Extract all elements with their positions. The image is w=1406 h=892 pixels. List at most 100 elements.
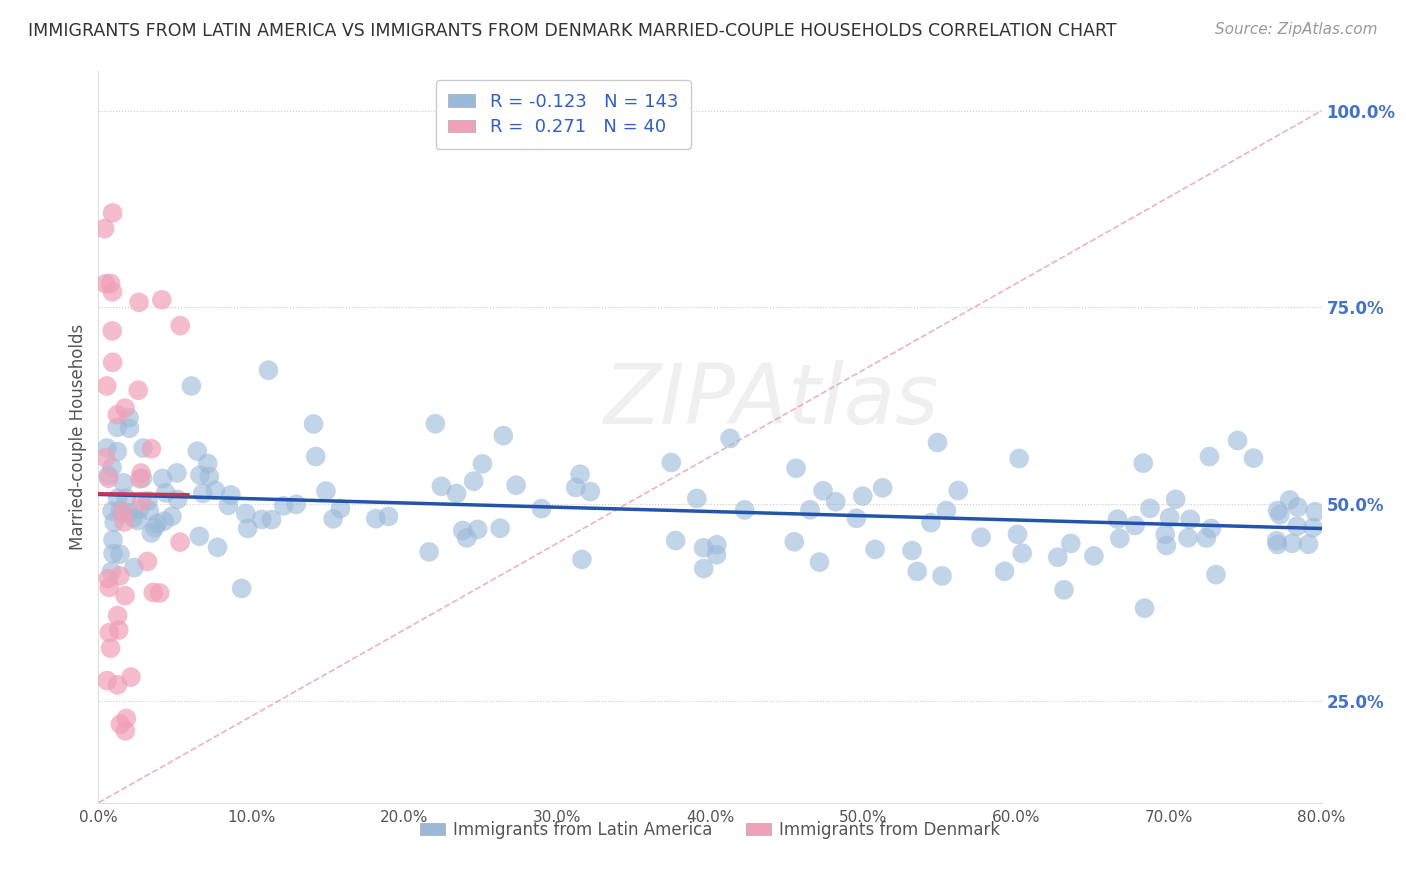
Point xyxy=(96,441,118,455)
Point xyxy=(852,489,875,503)
Point xyxy=(273,499,295,513)
Point xyxy=(136,493,159,508)
Point xyxy=(111,507,134,521)
Point xyxy=(127,514,149,528)
Point xyxy=(1164,492,1187,507)
Text: Source: ZipAtlas.com: Source: ZipAtlas.com xyxy=(1215,22,1378,37)
Point xyxy=(100,565,122,579)
Point xyxy=(152,471,174,485)
Point xyxy=(463,474,485,488)
Point xyxy=(107,491,129,506)
Point xyxy=(98,581,121,595)
Point xyxy=(197,457,219,471)
Point xyxy=(160,509,183,524)
Point xyxy=(1201,521,1223,535)
Point xyxy=(665,533,688,548)
Point xyxy=(93,221,115,235)
Point xyxy=(149,586,172,600)
Point xyxy=(1008,451,1031,466)
Point xyxy=(377,509,399,524)
Point xyxy=(101,460,124,475)
Point xyxy=(136,554,159,568)
Point xyxy=(128,295,150,310)
Point xyxy=(471,457,494,471)
Point xyxy=(530,501,553,516)
Point xyxy=(186,444,208,458)
Point xyxy=(105,444,128,458)
Point xyxy=(1154,527,1177,541)
Point xyxy=(1060,536,1083,550)
Point xyxy=(110,717,132,731)
Point xyxy=(101,285,124,299)
Point xyxy=(1267,503,1289,517)
Point xyxy=(131,471,153,485)
Point xyxy=(1053,582,1076,597)
Point xyxy=(302,417,325,431)
Point xyxy=(322,512,344,526)
Point xyxy=(169,535,191,549)
Point xyxy=(946,483,969,498)
Point xyxy=(1011,546,1033,560)
Point xyxy=(505,478,527,492)
Point xyxy=(219,488,242,502)
Point xyxy=(811,483,834,498)
Point xyxy=(236,521,259,535)
Point xyxy=(138,503,160,517)
Point xyxy=(706,548,728,562)
Point xyxy=(235,507,257,521)
Point xyxy=(101,504,124,518)
Point xyxy=(115,491,138,505)
Point xyxy=(1285,519,1308,533)
Point xyxy=(108,569,131,583)
Point xyxy=(565,480,588,494)
Point xyxy=(231,582,253,596)
Point xyxy=(785,461,807,475)
Point xyxy=(315,483,337,498)
Point xyxy=(96,673,118,688)
Point xyxy=(799,503,821,517)
Point xyxy=(492,428,515,442)
Point xyxy=(207,541,229,555)
Point xyxy=(692,541,714,555)
Point xyxy=(122,560,145,574)
Point xyxy=(1123,518,1146,533)
Point xyxy=(100,641,122,656)
Point xyxy=(1132,456,1154,470)
Point xyxy=(920,516,942,530)
Point xyxy=(863,542,886,557)
Point xyxy=(146,516,169,531)
Point xyxy=(141,442,163,456)
Point xyxy=(198,469,221,483)
Point xyxy=(97,572,120,586)
Point xyxy=(108,547,131,561)
Point xyxy=(166,492,188,507)
Point xyxy=(734,503,756,517)
Point xyxy=(129,466,152,480)
Point xyxy=(1265,533,1288,548)
Point xyxy=(1139,501,1161,516)
Point xyxy=(305,450,328,464)
Point xyxy=(569,467,592,482)
Point xyxy=(872,481,894,495)
Point xyxy=(112,515,135,529)
Point xyxy=(1198,450,1220,464)
Point xyxy=(845,511,868,525)
Point xyxy=(101,206,124,220)
Point xyxy=(927,435,949,450)
Point xyxy=(1205,567,1227,582)
Point xyxy=(783,534,806,549)
Point xyxy=(456,531,478,545)
Point xyxy=(96,379,118,393)
Point xyxy=(257,363,280,377)
Point xyxy=(824,495,846,509)
Point xyxy=(418,545,440,559)
Point xyxy=(153,514,176,528)
Point xyxy=(931,569,953,583)
Point xyxy=(430,479,453,493)
Text: IMMIGRANTS FROM LATIN AMERICA VS IMMIGRANTS FROM DENMARK MARRIED-COUPLE HOUSEHOL: IMMIGRANTS FROM LATIN AMERICA VS IMMIGRA… xyxy=(28,22,1116,40)
Point xyxy=(250,512,273,526)
Point xyxy=(994,564,1017,578)
Point xyxy=(100,277,122,291)
Point xyxy=(706,538,728,552)
Point xyxy=(364,511,387,525)
